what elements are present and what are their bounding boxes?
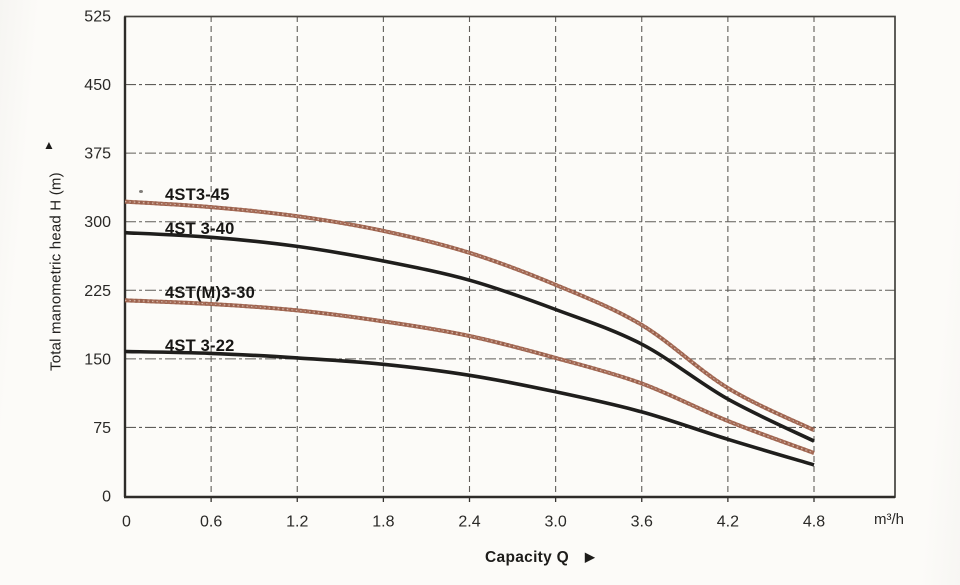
y-axis-title: Total manometric head H (m) xyxy=(47,172,65,372)
y-tick-label: 225 xyxy=(84,283,111,300)
x-tick-label: 0 xyxy=(122,514,131,531)
y-tick-label: 300 xyxy=(84,214,111,231)
curve-4st-m-3-30-texture-light xyxy=(124,299,815,454)
x-tick-label: 4.8 xyxy=(803,514,825,531)
gridlines xyxy=(125,16,895,497)
scan-speck xyxy=(139,190,143,193)
x-axis-title-text: Capacity Q xyxy=(485,549,570,566)
x-tick-label: 3.6 xyxy=(631,514,653,531)
x-axis-unit-label: m³/h xyxy=(874,511,904,528)
curve-4st3-45-texture-light xyxy=(124,201,815,431)
curve-4st-3-40 xyxy=(124,230,815,443)
x-tick-label: 4.2 xyxy=(717,514,739,531)
y-tick-label: 375 xyxy=(84,146,111,163)
y-tick-label: 75 xyxy=(93,420,111,437)
y-tick-label: 450 xyxy=(84,77,111,94)
curve-label: 4ST3-45 xyxy=(165,186,230,204)
x-tick-label: 2.4 xyxy=(458,514,480,531)
y-tick-label: 150 xyxy=(84,351,111,368)
x-tick-label: 1.8 xyxy=(372,514,394,531)
y-axis-arrow-icon: ▲ xyxy=(43,138,55,152)
x-tick-label: 3.0 xyxy=(545,514,567,531)
curve-4st-3-22 xyxy=(124,349,815,467)
curves xyxy=(124,199,815,467)
y-tick-label: 525 xyxy=(84,9,111,26)
y-tick-label: 0 xyxy=(102,489,111,506)
x-axis-arrow-icon: ▶ xyxy=(585,550,595,564)
curve-label: 4ST(M)3-30 xyxy=(165,284,255,302)
curve-label: 4ST 3-40 xyxy=(165,220,234,238)
x-axis-title: Capacity Q ▶ xyxy=(430,549,650,567)
curve-label: 4ST 3-22 xyxy=(165,337,234,355)
curve-labels: 4ST3-45 4ST 3-40 4ST(M)3-30 4ST 3-22 xyxy=(165,186,255,355)
x-tick-label: 0.6 xyxy=(200,514,222,531)
axis-tick-labels: 0 0.6 1.2 1.8 2.4 3.0 3.6 4.2 4.8 525 450 375 300 225… xyxy=(84,9,825,531)
x-tick-label: 1.2 xyxy=(286,514,308,531)
